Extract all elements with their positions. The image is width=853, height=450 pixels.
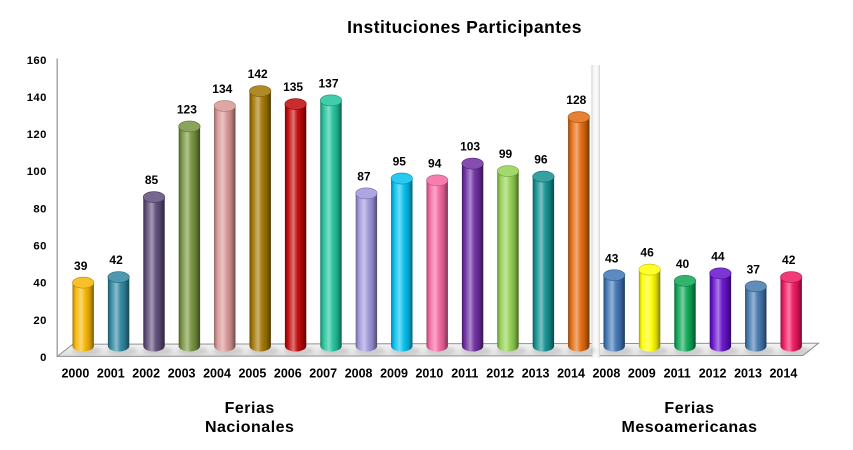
svg-text:103: 103 — [460, 140, 480, 154]
svg-text:40: 40 — [33, 278, 46, 290]
svg-text:43: 43 — [605, 251, 619, 265]
svg-text:2006: 2006 — [274, 367, 302, 381]
svg-text:120: 120 — [27, 129, 47, 141]
svg-text:2010: 2010 — [415, 367, 443, 381]
svg-text:2013: 2013 — [734, 367, 762, 381]
svg-text:2008: 2008 — [345, 367, 373, 381]
svg-text:2009: 2009 — [380, 367, 408, 381]
svg-text:140: 140 — [27, 92, 47, 104]
svg-text:135: 135 — [283, 80, 303, 94]
svg-text:Instituciones Participantes: Instituciones Participantes — [347, 17, 582, 37]
svg-text:60: 60 — [33, 241, 46, 253]
svg-text:39: 39 — [74, 259, 88, 273]
svg-text:123: 123 — [177, 103, 197, 117]
svg-text:37: 37 — [747, 263, 761, 277]
svg-text:40: 40 — [676, 257, 690, 271]
svg-text:142: 142 — [248, 67, 268, 81]
svg-text:2000: 2000 — [61, 367, 89, 381]
svg-text:2003: 2003 — [168, 367, 196, 381]
svg-text:2014: 2014 — [557, 367, 585, 381]
svg-text:Nacionales: Nacionales — [205, 419, 294, 436]
svg-text:80: 80 — [33, 203, 46, 215]
svg-text:Ferias: Ferias — [664, 400, 714, 417]
svg-text:94: 94 — [428, 157, 442, 171]
svg-text:137: 137 — [318, 77, 338, 91]
svg-text:42: 42 — [109, 253, 123, 267]
svg-text:87: 87 — [357, 170, 371, 184]
svg-text:99: 99 — [499, 147, 513, 161]
svg-text:Ferias: Ferias — [225, 400, 275, 417]
svg-text:0: 0 — [40, 352, 47, 364]
svg-text:128: 128 — [566, 93, 586, 107]
svg-text:2011: 2011 — [451, 367, 478, 381]
svg-text:20: 20 — [33, 315, 46, 327]
svg-text:2004: 2004 — [203, 367, 231, 381]
svg-text:42: 42 — [782, 253, 796, 267]
svg-text:100: 100 — [27, 166, 47, 178]
svg-text:160: 160 — [27, 55, 47, 67]
svg-text:2007: 2007 — [309, 367, 337, 381]
svg-text:2005: 2005 — [238, 367, 266, 381]
svg-text:95: 95 — [393, 155, 407, 169]
svg-text:85: 85 — [145, 173, 159, 187]
svg-text:46: 46 — [640, 246, 654, 260]
svg-text:134: 134 — [212, 82, 232, 96]
svg-text:2013: 2013 — [522, 367, 550, 381]
svg-text:2012: 2012 — [486, 367, 514, 381]
svg-text:2008: 2008 — [592, 367, 620, 381]
svg-text:44: 44 — [711, 250, 725, 264]
svg-text:Mesoamericanas: Mesoamericanas — [622, 419, 758, 436]
svg-text:2009: 2009 — [628, 367, 656, 381]
svg-text:96: 96 — [534, 153, 548, 167]
svg-text:2002: 2002 — [132, 367, 160, 381]
svg-text:2012: 2012 — [699, 367, 727, 381]
svg-text:2011: 2011 — [664, 367, 691, 381]
svg-text:2001: 2001 — [97, 367, 125, 381]
svg-text:2014: 2014 — [769, 367, 797, 381]
